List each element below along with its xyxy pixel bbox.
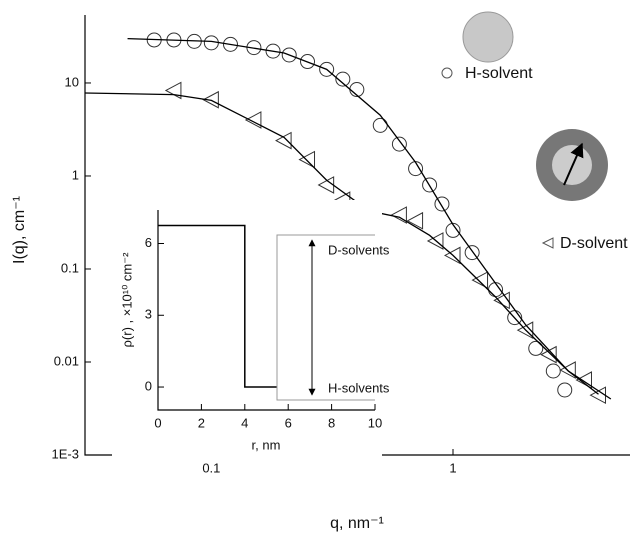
legend-label: D-solvent — [560, 235, 628, 252]
data-point — [222, 36, 238, 52]
inset-bg — [112, 200, 382, 462]
data-point — [265, 43, 281, 59]
legend-label: H-solvent — [465, 65, 533, 82]
y-axis-title: ρ(r) , ×10¹⁰ cm⁻² — [119, 252, 134, 348]
data-point — [528, 340, 544, 356]
y-tick-label: 1 — [72, 167, 79, 182]
data-point — [390, 206, 407, 224]
data-point — [557, 382, 573, 398]
x-tick-label: 1 — [449, 460, 456, 475]
data-point — [406, 211, 424, 230]
h-icon — [462, 11, 514, 63]
data-point — [471, 271, 489, 289]
x-axis-title: r, nm — [252, 437, 281, 452]
profile-line — [158, 224, 278, 388]
y-tick-label: 0.01 — [54, 353, 79, 368]
data-point — [203, 35, 219, 51]
data-point — [434, 196, 450, 212]
y-tick-label: 0.1 — [61, 260, 79, 275]
x-axis-title: q, nm⁻¹ — [330, 515, 384, 532]
x-tick-label: 2 — [198, 415, 205, 430]
annotation: D-solvents — [328, 242, 390, 257]
data-point — [426, 232, 444, 250]
data-point — [298, 150, 316, 169]
data-point — [164, 81, 182, 100]
x-tick-label: 6 — [285, 415, 292, 430]
data-point — [464, 245, 480, 261]
d-icon-arrow — [563, 142, 584, 186]
fit-line — [84, 92, 612, 400]
y-tick-label: 10 — [65, 74, 79, 89]
annotation: H-solvents — [328, 380, 390, 395]
data-point — [545, 363, 561, 379]
fit-line — [127, 37, 599, 395]
legend-marker — [441, 67, 453, 79]
data-point — [372, 117, 388, 133]
main-plot: 0.1 1 1E-3 0.01 0.1 1 10 q, nm⁻¹ I(q), cm⁻¹ — [11, 15, 630, 532]
data-point — [244, 111, 262, 129]
y-tick-label: 1E-3 — [52, 446, 79, 461]
data-point — [443, 246, 461, 265]
data-point — [575, 371, 592, 389]
data-point — [300, 54, 316, 70]
x-tick-label: 8 — [328, 415, 335, 430]
y-tick-label: 0 — [145, 378, 152, 393]
data-point — [202, 90, 219, 109]
y-tick-label: 3 — [145, 307, 152, 322]
data-point — [335, 71, 351, 87]
y-tick-label: 6 — [145, 235, 152, 250]
data-point — [281, 47, 297, 63]
x-tick-label: 10 — [368, 415, 382, 430]
data-point — [408, 161, 424, 177]
data-point — [559, 361, 576, 379]
inset-plot: 0 2 4 6 8 10 0 3 6 r, nm ρ(r) , ×10¹⁰ cm⁻² — [119, 210, 382, 452]
x-tick-label: 4 — [241, 415, 248, 430]
x-tick-label: 0 — [154, 415, 161, 430]
data-point — [391, 136, 407, 152]
data-point — [319, 61, 335, 77]
x-tick-label: 0.1 — [202, 460, 220, 475]
data-point — [516, 321, 534, 339]
data-point — [422, 177, 438, 193]
y-axis-title: I(q), cm⁻¹ — [11, 196, 28, 264]
legend-marker — [541, 237, 554, 249]
level-guides — [276, 234, 375, 401]
